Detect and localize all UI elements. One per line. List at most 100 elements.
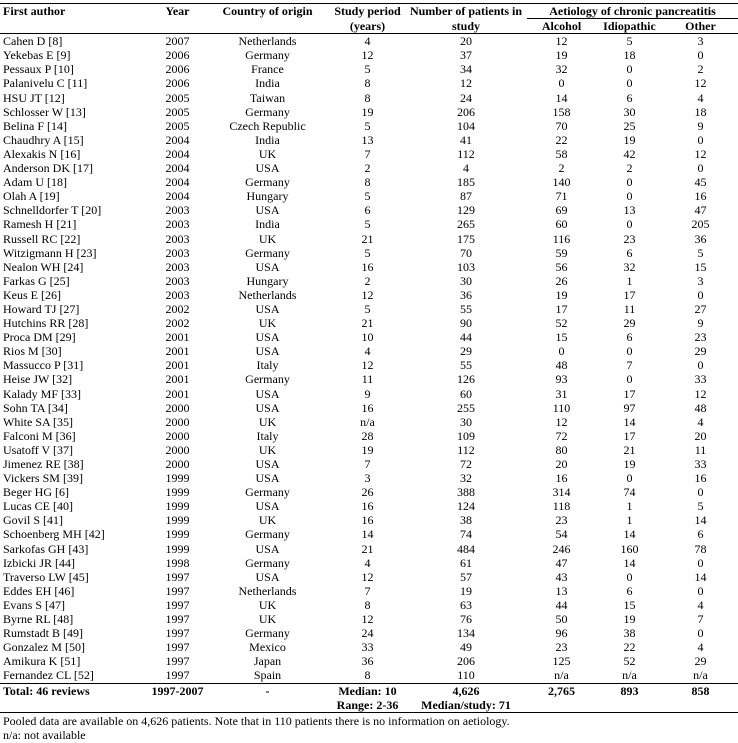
cell-year: 2004 [165, 132, 190, 147]
cell-study-period: 16 [361, 259, 374, 274]
cell-alcohol: 60 [555, 217, 568, 232]
patients-median: Median/study: 71 [405, 697, 527, 713]
cell-idiopathic: 0 [626, 175, 633, 190]
cell-study-period: 9 [364, 386, 371, 401]
cell-idiopathic: 42 [623, 146, 636, 161]
cell-patients: 76 [460, 612, 472, 627]
cell-idiopathic: 17 [623, 386, 636, 401]
cell-patients: 104 [457, 118, 475, 133]
cell-patients: 63 [460, 597, 472, 612]
cell-idiopathic: 0 [626, 344, 633, 359]
cell-year: 1997 [165, 640, 190, 655]
cell-year: 2003 [165, 273, 190, 288]
cell-idiopathic: 14 [623, 527, 636, 542]
header-patients: Number of patients in [405, 2, 527, 19]
table-row: Witzigmann H [23] 2003 Germany 5 70 59 6 5 [0, 246, 738, 260]
cell-author: Eddes EH [46] [3, 583, 75, 598]
total-author: Total: 46 reviews [0, 682, 150, 698]
total-patients: 4,626 [405, 682, 527, 698]
cell-year: 2005 [165, 118, 190, 133]
cell-author: Olah A [19] [3, 189, 60, 204]
cell-study-period: 4 [364, 34, 371, 49]
cell-study-period: 16 [361, 513, 374, 528]
cell-alcohol: 20 [555, 457, 568, 471]
cell-patients: 24 [460, 90, 472, 105]
table-row: White SA [35] 2000 UK n/a 30 12 14 4 [0, 415, 738, 429]
cell-patients: 55 [460, 358, 472, 373]
cell-idiopathic: 17 [623, 428, 636, 443]
cell-author: Alexakis N [16] [3, 146, 81, 161]
cell-author: Traverso LW [45] [3, 569, 89, 584]
table-row: Hutchins RR [28] 2002 UK 21 90 52 29 9 [0, 316, 738, 330]
cell-idiopathic: 11 [623, 301, 636, 316]
cell-year: 1997 [165, 597, 190, 612]
cell-year: 2000 [165, 442, 190, 457]
cell-author: Amikura K [51] [3, 654, 81, 669]
table-row: Eddes EH [46] 1997 Netherlands 7 19 13 6 0 [0, 584, 738, 598]
cell-other: 12 [694, 146, 707, 161]
cell-patients: 206 [457, 104, 475, 119]
cell-idiopathic: 17 [623, 287, 636, 302]
cell-year: 1998 [165, 555, 190, 570]
cell-country: Germany [245, 626, 290, 641]
cell-patients: 29 [460, 344, 472, 359]
cell-other: 0 [697, 555, 704, 570]
cell-alcohol: 22 [555, 132, 568, 147]
cell-year: 2000 [165, 457, 190, 471]
cell-alcohol: 158 [552, 104, 571, 119]
cell-other: 4 [697, 414, 704, 429]
table-row: Pessaux P [10] 2006 France 5 34 32 0 2 [0, 62, 738, 76]
cell-author: Chaudhry A [15] [3, 132, 84, 147]
cell-year: 1997 [165, 583, 190, 598]
cell-patients: 37 [460, 48, 472, 63]
cell-other: 9 [697, 118, 704, 133]
table-row: Heise JW [32] 2001 Germany 11 126 93 0 33 [0, 372, 738, 386]
total-idiopathic: 893 [596, 682, 663, 698]
cell-alcohol: 69 [555, 203, 568, 218]
cell-study-period: 14 [361, 527, 374, 542]
cell-country: Czech Republic [229, 118, 306, 133]
cell-study-period: 10 [361, 330, 374, 345]
table-row: Lucas CE [40] 1999 USA 16 124 118 1 5 [0, 499, 738, 513]
cell-year: 1999 [165, 513, 190, 528]
cell-patients: 19 [460, 583, 472, 598]
cell-country: Italy [256, 358, 279, 373]
cell-alcohol: 118 [552, 499, 571, 514]
table-row: Jimenez RE [38] 2000 USA 7 72 20 19 33 [0, 457, 738, 471]
cell-patients: 265 [457, 217, 475, 232]
cell-alcohol: 19 [555, 287, 568, 302]
cell-country: Germany [245, 555, 290, 570]
cell-study-period: 12 [361, 569, 374, 584]
cell-study-period: 5 [364, 62, 371, 77]
cell-alcohol: 16 [555, 471, 568, 486]
table-row: Alexakis N [16] 2004 UK 7 112 58 42 12 [0, 147, 738, 161]
table-row: Kalady MF [33] 2001 USA 9 60 31 17 12 [0, 387, 738, 401]
cell-study-period: 26 [361, 485, 374, 500]
cell-author: Rumstadt B [49] [3, 626, 83, 641]
cell-country: Germany [245, 48, 290, 63]
cell-other: 5 [697, 245, 704, 260]
cell-other: 3 [697, 34, 704, 49]
cell-study-period: 11 [361, 372, 374, 387]
cell-country: USA [255, 344, 280, 359]
cell-patients: 87 [460, 189, 472, 204]
table-row: Gonzalez M [50] 1997 Mexico 33 49 23 22 4 [0, 640, 738, 654]
cell-country: Netherlands [238, 583, 297, 598]
cell-author: Belina F [14] [3, 118, 67, 133]
cell-other: 33 [694, 457, 707, 471]
table-row: Massucco P [31] 2001 Italy 12 55 48 7 0 [0, 358, 738, 372]
table-row: Byrne RL [48] 1997 UK 12 76 50 19 7 [0, 612, 738, 626]
cell-other: 5 [697, 499, 704, 514]
cell-alcohol: 12 [555, 414, 568, 429]
cell-year: 2001 [165, 386, 190, 401]
cell-alcohol: 54 [555, 527, 568, 542]
table-row: Rumstadt B [49] 1997 Germany 24 134 96 38 0 [0, 626, 738, 640]
cell-author: White SA [35] [3, 414, 73, 429]
cell-year: 1999 [165, 471, 190, 486]
range-row: Range: 2-36 Median/study: 71 [0, 697, 738, 713]
cell-alcohol: 13 [555, 583, 568, 598]
cell-patients: 134 [457, 626, 475, 641]
cell-other: 6 [697, 527, 704, 542]
cell-other: 12 [694, 76, 707, 91]
cell-patients: 90 [460, 316, 472, 331]
